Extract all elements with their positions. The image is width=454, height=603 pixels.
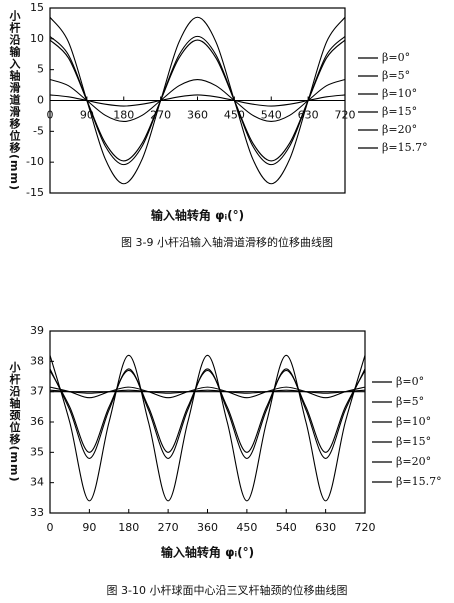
y-tick-label: 5 (37, 63, 44, 76)
x-axis-label: 输入轴转角 φᵢ(°) (151, 208, 244, 223)
y-tick-label: 0 (37, 94, 44, 107)
series-line (49, 368, 366, 459)
x-tick-label: 360 (197, 521, 218, 534)
legend-label: β=15.7° (382, 141, 428, 154)
legend-label: β=15° (382, 105, 417, 118)
y-tick-label: 36 (30, 415, 44, 428)
x-tick-label: 630 (315, 521, 336, 534)
legend-label: β=5° (382, 69, 410, 82)
x-tick-label: 720 (335, 109, 356, 122)
plot-frame (49, 330, 366, 514)
x-tick-label: 180 (118, 521, 139, 534)
series-line (49, 94, 346, 107)
y-tick-label: 33 (30, 506, 44, 519)
series-line (49, 35, 346, 166)
y-tick-label: 37 (30, 385, 44, 398)
legend-label: β=15.7° (396, 475, 442, 488)
legend-label: β=15° (396, 435, 431, 448)
x-axis-label: 输入轴转角 φᵢ(°) (161, 545, 254, 560)
y-axis-label: 小杆沿轴颈位移(mm) (8, 360, 22, 482)
x-tick-label: 540 (276, 521, 297, 534)
x-tick-label: 540 (261, 109, 282, 122)
y-axis-label: 小杆沿输入轴滑道滑移位移(mm) (8, 9, 22, 191)
x-tick-label: 0 (47, 109, 54, 122)
x-tick-label: 180 (113, 109, 134, 122)
series-line (49, 78, 346, 123)
x-tick-label: 0 (47, 521, 54, 534)
series-line (49, 386, 366, 399)
legend-label: β=20° (396, 455, 431, 468)
series-line (49, 39, 346, 162)
x-tick-label: 90 (82, 521, 96, 534)
legend-label: β=5° (396, 395, 424, 408)
x-tick-label: 270 (158, 521, 179, 534)
y-tick-label: 35 (30, 445, 44, 458)
y-tick-label: -10 (26, 155, 44, 168)
caption: 图 3-10 小杆球面中心沿三叉杆轴颈的位移曲线图 (107, 583, 348, 597)
series-line (49, 369, 366, 453)
series-line (49, 16, 346, 185)
series-line (49, 389, 366, 394)
legend-label: β=10° (396, 415, 431, 428)
y-tick-label: 10 (30, 32, 44, 45)
legend-label: β=20° (382, 123, 417, 136)
x-tick-label: 450 (236, 521, 257, 534)
y-tick-label: 38 (30, 354, 44, 367)
legend-label: β=0° (382, 51, 410, 64)
y-tick-label: -5 (33, 124, 44, 137)
y-tick-label: 39 (30, 324, 44, 337)
x-tick-label: 720 (355, 521, 376, 534)
legend-label: β=10° (382, 87, 417, 100)
legend-label: β=0° (396, 375, 424, 388)
caption: 图 3-9 小杆沿输入轴滑道滑移的位移曲线图 (121, 235, 333, 249)
y-tick-label: 15 (30, 1, 44, 14)
x-tick-label: 360 (187, 109, 208, 122)
series-line (49, 354, 366, 502)
y-tick-label: 34 (30, 476, 44, 489)
y-tick-label: -15 (26, 186, 44, 199)
